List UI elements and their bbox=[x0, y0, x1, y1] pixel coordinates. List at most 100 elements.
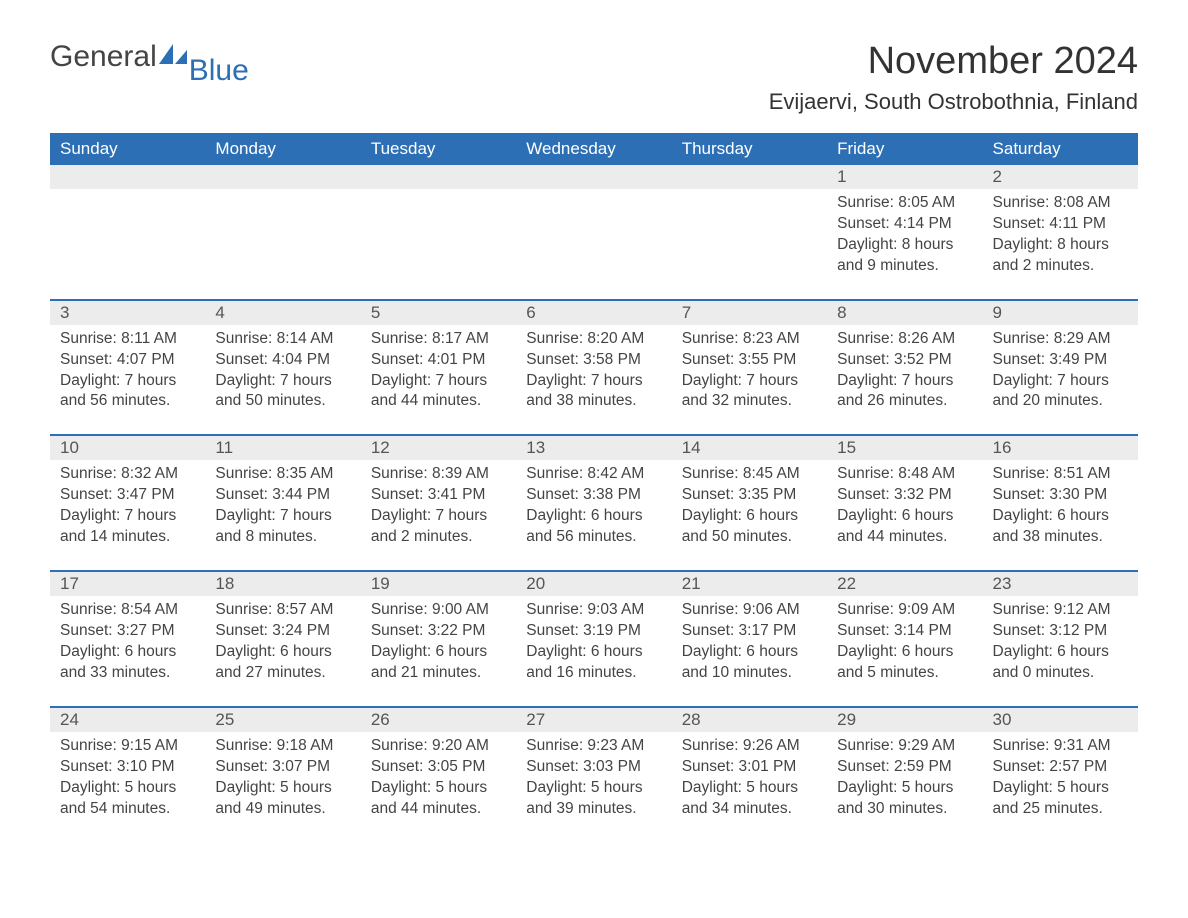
day-number-cell: 24 bbox=[50, 708, 205, 732]
day-number-cell: 15 bbox=[827, 436, 982, 460]
month-title: November 2024 bbox=[769, 40, 1138, 83]
sunset-line: Sunset: 3:32 PM bbox=[837, 485, 972, 506]
sunset-line: Sunset: 3:10 PM bbox=[60, 757, 195, 778]
day-detail-cell: Sunrise: 8:35 AMSunset: 3:44 PMDaylight:… bbox=[205, 460, 360, 571]
sunset-line: Sunset: 4:14 PM bbox=[837, 214, 972, 235]
day-detail-cell bbox=[361, 189, 516, 300]
day-number-cell: 3 bbox=[50, 301, 205, 325]
daylight-line-2: and 38 minutes. bbox=[526, 391, 661, 412]
day-detail-row: Sunrise: 8:32 AMSunset: 3:47 PMDaylight:… bbox=[50, 460, 1138, 571]
sunset-line: Sunset: 3:58 PM bbox=[526, 350, 661, 371]
sunrise-line: Sunrise: 8:14 AM bbox=[215, 329, 350, 350]
sunset-line: Sunset: 4:01 PM bbox=[371, 350, 506, 371]
brand-logo: General Blue bbox=[50, 40, 249, 74]
daylight-line-1: Daylight: 6 hours bbox=[682, 506, 817, 527]
daylight-line-1: Daylight: 5 hours bbox=[837, 778, 972, 799]
dow-friday: Friday bbox=[827, 133, 982, 165]
day-detail-cell: Sunrise: 8:57 AMSunset: 3:24 PMDaylight:… bbox=[205, 596, 360, 707]
daylight-line-2: and 56 minutes. bbox=[526, 527, 661, 548]
dow-wednesday: Wednesday bbox=[516, 133, 671, 165]
sunrise-line: Sunrise: 9:09 AM bbox=[837, 600, 972, 621]
day-detail-cell: Sunrise: 8:39 AMSunset: 3:41 PMDaylight:… bbox=[361, 460, 516, 571]
dow-thursday: Thursday bbox=[672, 133, 827, 165]
day-detail-cell: Sunrise: 8:45 AMSunset: 3:35 PMDaylight:… bbox=[672, 460, 827, 571]
day-number-cell: 18 bbox=[205, 572, 360, 596]
daylight-line-2: and 32 minutes. bbox=[682, 391, 817, 412]
sunrise-line: Sunrise: 8:29 AM bbox=[993, 329, 1128, 350]
daylight-line-1: Daylight: 7 hours bbox=[371, 506, 506, 527]
day-number-cell: 14 bbox=[672, 436, 827, 460]
sunrise-line: Sunrise: 8:08 AM bbox=[993, 193, 1128, 214]
daylight-line-1: Daylight: 7 hours bbox=[993, 371, 1128, 392]
daylight-line-2: and 50 minutes. bbox=[682, 527, 817, 548]
daylight-line-1: Daylight: 5 hours bbox=[215, 778, 350, 799]
sunrise-line: Sunrise: 8:32 AM bbox=[60, 464, 195, 485]
daylight-line-2: and 27 minutes. bbox=[215, 663, 350, 684]
dow-sunday: Sunday bbox=[50, 133, 205, 165]
sunset-line: Sunset: 3:05 PM bbox=[371, 757, 506, 778]
sunrise-line: Sunrise: 9:00 AM bbox=[371, 600, 506, 621]
day-detail-cell: Sunrise: 8:14 AMSunset: 4:04 PMDaylight:… bbox=[205, 325, 360, 436]
day-detail-cell: Sunrise: 8:11 AMSunset: 4:07 PMDaylight:… bbox=[50, 325, 205, 436]
daylight-line-2: and 56 minutes. bbox=[60, 391, 195, 412]
daylight-line-1: Daylight: 7 hours bbox=[837, 371, 972, 392]
page-header: General Blue November 2024 Evijaervi, So… bbox=[50, 40, 1138, 125]
sunset-line: Sunset: 3:12 PM bbox=[993, 621, 1128, 642]
daylight-line-2: and 10 minutes. bbox=[682, 663, 817, 684]
day-detail-cell: Sunrise: 9:26 AMSunset: 3:01 PMDaylight:… bbox=[672, 732, 827, 842]
day-detail-cell: Sunrise: 9:31 AMSunset: 2:57 PMDaylight:… bbox=[983, 732, 1138, 842]
calendar-table: Sunday Monday Tuesday Wednesday Thursday… bbox=[50, 133, 1138, 841]
day-number-cell: 22 bbox=[827, 572, 982, 596]
day-number-cell bbox=[361, 165, 516, 189]
day-detail-row: Sunrise: 9:15 AMSunset: 3:10 PMDaylight:… bbox=[50, 732, 1138, 842]
daylight-line-1: Daylight: 7 hours bbox=[60, 371, 195, 392]
daylight-line-1: Daylight: 7 hours bbox=[60, 506, 195, 527]
day-number-row: 3456789 bbox=[50, 301, 1138, 325]
sunrise-line: Sunrise: 9:12 AM bbox=[993, 600, 1128, 621]
day-number-cell: 16 bbox=[983, 436, 1138, 460]
brand-part1: General bbox=[50, 40, 157, 74]
day-detail-cell: Sunrise: 8:32 AMSunset: 3:47 PMDaylight:… bbox=[50, 460, 205, 571]
sunrise-line: Sunrise: 8:17 AM bbox=[371, 329, 506, 350]
sunrise-line: Sunrise: 8:26 AM bbox=[837, 329, 972, 350]
calendar-body: 12 Sunrise: 8:05 AMSunset: 4:14 PMDaylig… bbox=[50, 165, 1138, 841]
daylight-line-2: and 20 minutes. bbox=[993, 391, 1128, 412]
day-detail-cell: Sunrise: 8:05 AMSunset: 4:14 PMDaylight:… bbox=[827, 189, 982, 300]
dow-monday: Monday bbox=[205, 133, 360, 165]
sunrise-line: Sunrise: 8:35 AM bbox=[215, 464, 350, 485]
sunrise-line: Sunrise: 9:06 AM bbox=[682, 600, 817, 621]
sunrise-line: Sunrise: 8:42 AM bbox=[526, 464, 661, 485]
title-block: November 2024 Evijaervi, South Ostroboth… bbox=[769, 40, 1138, 125]
daylight-line-1: Daylight: 6 hours bbox=[526, 642, 661, 663]
day-detail-cell: Sunrise: 8:54 AMSunset: 3:27 PMDaylight:… bbox=[50, 596, 205, 707]
daylight-line-1: Daylight: 6 hours bbox=[682, 642, 817, 663]
day-number-row: 12 bbox=[50, 165, 1138, 189]
day-detail-cell bbox=[672, 189, 827, 300]
day-detail-cell: Sunrise: 9:12 AMSunset: 3:12 PMDaylight:… bbox=[983, 596, 1138, 707]
daylight-line-1: Daylight: 5 hours bbox=[993, 778, 1128, 799]
sunrise-line: Sunrise: 8:11 AM bbox=[60, 329, 195, 350]
day-number-cell: 10 bbox=[50, 436, 205, 460]
sunrise-line: Sunrise: 9:03 AM bbox=[526, 600, 661, 621]
day-number-cell: 20 bbox=[516, 572, 671, 596]
day-detail-cell: Sunrise: 9:20 AMSunset: 3:05 PMDaylight:… bbox=[361, 732, 516, 842]
day-detail-cell: Sunrise: 8:51 AMSunset: 3:30 PMDaylight:… bbox=[983, 460, 1138, 571]
daylight-line-2: and 25 minutes. bbox=[993, 799, 1128, 820]
sunset-line: Sunset: 3:30 PM bbox=[993, 485, 1128, 506]
sunset-line: Sunset: 3:52 PM bbox=[837, 350, 972, 371]
daylight-line-2: and 30 minutes. bbox=[837, 799, 972, 820]
day-of-week-row: Sunday Monday Tuesday Wednesday Thursday… bbox=[50, 133, 1138, 165]
day-number-cell: 7 bbox=[672, 301, 827, 325]
day-number-cell bbox=[672, 165, 827, 189]
daylight-line-2: and 44 minutes. bbox=[837, 527, 972, 548]
sunset-line: Sunset: 3:41 PM bbox=[371, 485, 506, 506]
sunrise-line: Sunrise: 9:31 AM bbox=[993, 736, 1128, 757]
sunset-line: Sunset: 3:22 PM bbox=[371, 621, 506, 642]
day-detail-cell: Sunrise: 8:48 AMSunset: 3:32 PMDaylight:… bbox=[827, 460, 982, 571]
day-number-cell: 4 bbox=[205, 301, 360, 325]
day-number-cell: 29 bbox=[827, 708, 982, 732]
daylight-line-1: Daylight: 6 hours bbox=[526, 506, 661, 527]
day-detail-row: Sunrise: 8:54 AMSunset: 3:27 PMDaylight:… bbox=[50, 596, 1138, 707]
daylight-line-2: and 14 minutes. bbox=[60, 527, 195, 548]
daylight-line-1: Daylight: 5 hours bbox=[682, 778, 817, 799]
